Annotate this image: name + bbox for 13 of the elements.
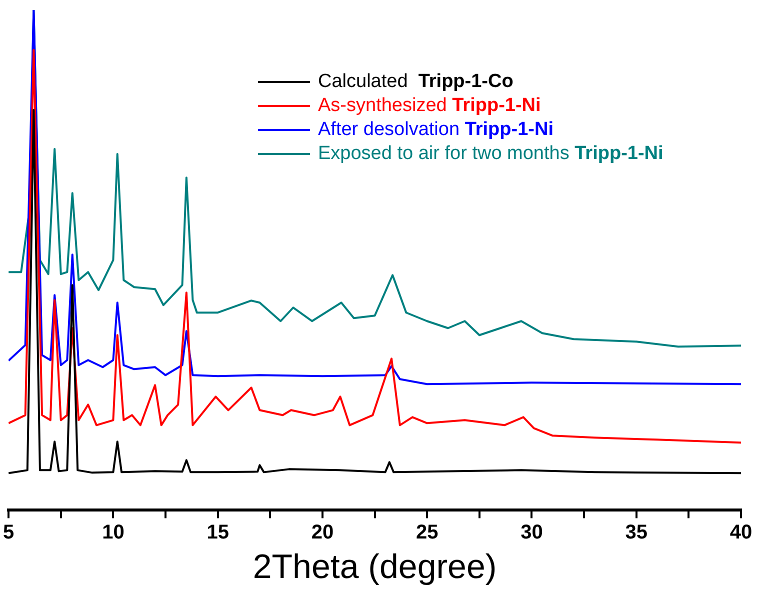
x-tick-label: 10 [102, 522, 124, 544]
legend-label: As-synthesized Tripp-1-Ni [318, 94, 541, 118]
x-tick-label: 35 [625, 522, 648, 544]
legend-label: Exposed to air for two months Tripp-1-Ni [318, 142, 664, 166]
x-tick-label: 40 [730, 522, 752, 544]
x-tick-label: 15 [206, 522, 229, 544]
x-tick-label: 25 [416, 522, 438, 544]
x-axis-title: 2Theta (degree) [252, 548, 497, 586]
legend-label: Calculated Tripp-1-Co [318, 70, 514, 94]
legend-label: After desolvation Tripp-1-Ni [318, 118, 554, 142]
x-tick-label: 20 [311, 522, 334, 544]
x-tick-label: 5 [3, 522, 14, 544]
x-tick-label: 30 [520, 522, 543, 544]
